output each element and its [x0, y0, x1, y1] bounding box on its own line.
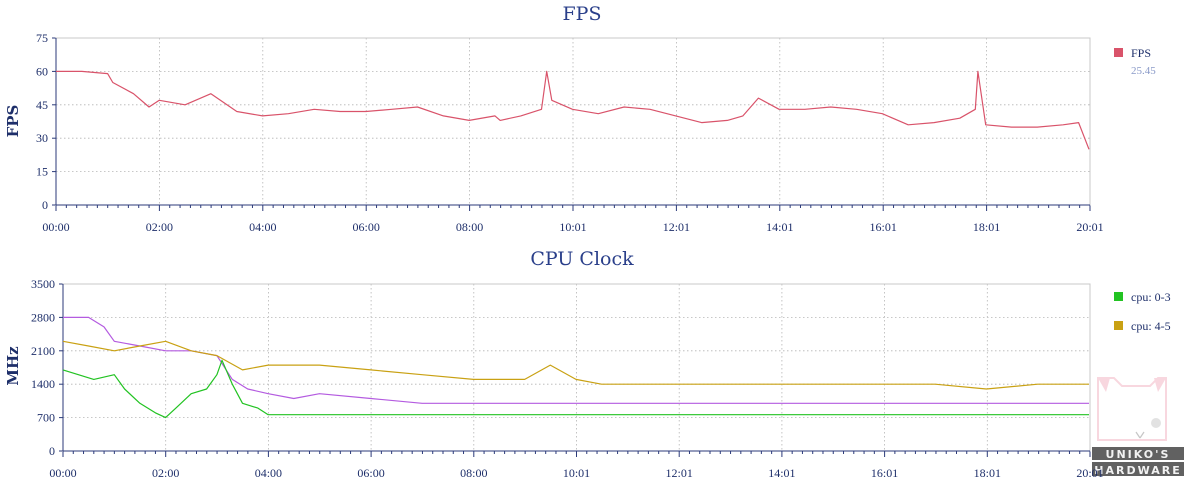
cpu-plot-area: 0 700 1400 2100 2800 3500 00:00 02:00 04:00 06:00… — [31, 277, 1104, 480]
cpu-legend-swatch-4-5 — [1114, 321, 1123, 330]
fps-y-tick-label: 15 — [36, 165, 48, 179]
fps-y-axis-label: FPS — [4, 105, 22, 138]
fps-y-tick-label: 60 — [36, 64, 48, 78]
cpu-x-tick-label: 06:00 — [357, 466, 384, 480]
cpu-x-tick-label: 20:01 — [1076, 466, 1103, 480]
fps-x-tick-label: 06:00 — [353, 220, 380, 234]
cpu-x-tick-label: 18:01 — [974, 466, 1001, 480]
cpu-x-tick-label: 10:01 — [563, 466, 590, 480]
cpu-y-tick-label: 700 — [37, 411, 55, 425]
cpu-legend-label-4-5: cpu: 4-5 — [1131, 319, 1171, 333]
cpu-y-tick-label: 0 — [49, 444, 55, 458]
watermark-text-line2: HARDWARE — [1094, 464, 1181, 477]
fps-y-tick-label: 45 — [36, 98, 48, 112]
cpu-legend-swatch-0-3 — [1114, 292, 1123, 301]
cpu-x-tick-label: 04:00 — [255, 466, 282, 480]
watermark-text-line1: UNIKO'S — [1106, 448, 1171, 461]
cpu-y-axis-label: MHz — [4, 346, 22, 386]
fps-plot-area: 0 15 30 45 60 75 00:00 02:00 04:00 06:00 08:00 10:0… — [36, 31, 1104, 234]
fps-x-tick-label: 02:00 — [146, 220, 173, 234]
fps-legend-swatch — [1114, 48, 1123, 57]
fps-legend-label: FPS — [1131, 46, 1151, 60]
fps-legend-value: 25.45 — [1131, 65, 1156, 77]
fps-x-tick-label: 00:00 — [42, 220, 69, 234]
cpu-legend-label-0-3: cpu: 0-3 — [1131, 290, 1171, 304]
fps-x-tick-label: 12:01 — [663, 220, 690, 234]
fps-y-tick-label: 0 — [42, 198, 48, 212]
cpu-x-tick-label: 02:00 — [152, 466, 179, 480]
cpu-y-tick-label: 1400 — [31, 377, 55, 391]
cpu-x-tick-label: 16:01 — [871, 466, 898, 480]
cpu-x-tick-label: 14:01 — [768, 466, 795, 480]
cpu-series-line-0 — [62, 359, 1089, 419]
cpu-y-tick-label: 3500 — [31, 277, 55, 291]
cpu-y-tick-label: 2800 — [31, 310, 55, 324]
fps-y-tick-label: 30 — [36, 131, 48, 145]
fps-series-line-0 — [56, 70, 1090, 150]
watermark-band-bottom — [1092, 462, 1184, 476]
watermark-band-top — [1092, 447, 1184, 460]
cpu-x-tick-label: 12:01 — [666, 466, 693, 480]
cpu-y-tick-label: 2100 — [31, 344, 55, 358]
fps-x-tick-label: 10:01 — [559, 220, 586, 234]
fps-x-tick-label: 14:01 — [766, 220, 793, 234]
fps-x-tick-label: 04:00 — [249, 220, 276, 234]
cpu-x-tick-label: 08:00 — [460, 466, 487, 480]
cpu-series-line-1 — [62, 340, 1089, 390]
fps-chart-title: FPS — [563, 3, 602, 25]
cpu-series-line-2 — [63, 316, 1089, 404]
fps-x-tick-label: 08:00 — [456, 220, 483, 234]
fps-y-tick-label: 75 — [36, 31, 48, 45]
fps-x-tick-label: 20:01 — [1076, 220, 1103, 234]
fps-x-tick-label: 18:01 — [973, 220, 1000, 234]
cpu-x-tick-label: 00:00 — [49, 466, 76, 480]
fps-x-tick-label: 16:01 — [870, 220, 897, 234]
cpu-chart-title: CPU Clock — [530, 248, 634, 270]
watermark-logo — [1097, 377, 1167, 441]
